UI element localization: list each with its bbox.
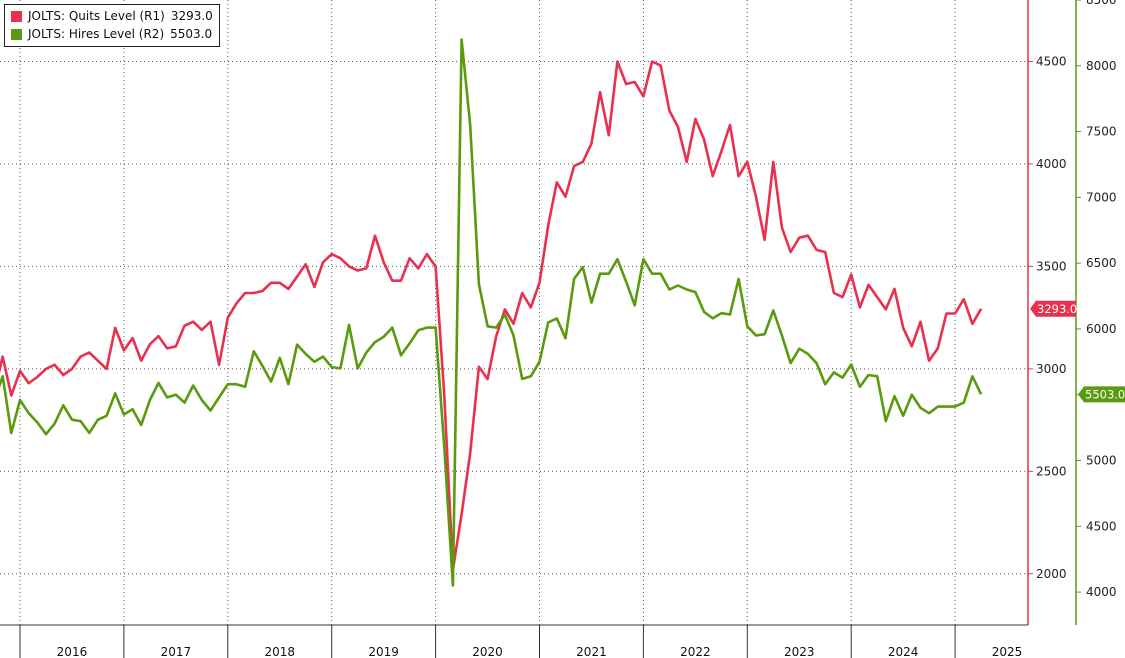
axis-r2-label-4: 6000	[1086, 322, 1117, 336]
last-value-labels: 3293.0 5503.0	[1030, 300, 1125, 403]
last-value-tag-1	[1078, 386, 1125, 403]
x-tick-label-5: 2021	[576, 645, 607, 658]
legend-entry-quits: JOLTS: Quits Level (R1) 3293.0	[11, 7, 213, 25]
legend-entry-hires: JOLTS: Hires Level (R2) 5503.0	[11, 25, 213, 43]
x-tick-label-0: 2016	[57, 645, 88, 658]
axis-r2-label-6: 7000	[1086, 190, 1117, 204]
axis-r1-label-3: 3500	[1036, 259, 1067, 273]
axis-r2-label-7: 7500	[1086, 125, 1117, 139]
axis-r1-label-1: 2500	[1036, 464, 1067, 478]
legend-value-hires: 5503.0	[170, 27, 213, 41]
axis-r2-label-8: 8000	[1086, 59, 1117, 73]
x-tick-label-7: 2023	[784, 645, 815, 658]
x-tick-label-9: 2025	[992, 645, 1023, 658]
legend-swatch-hires	[11, 28, 22, 40]
axis-r1-label-5: 4500	[1036, 54, 1067, 68]
x-tick-label-8: 2024	[888, 645, 919, 658]
axis-r1-label-4: 4000	[1036, 157, 1067, 171]
x-tick-label-1: 2017	[161, 645, 192, 658]
axis-r2-label-5: 6500	[1086, 256, 1117, 270]
x-tick-label-3: 2019	[368, 645, 399, 658]
axis-r1: 2000 2500 3000 3500 4000 4500	[1027, 0, 1067, 625]
x-tick-label-6: 2022	[680, 645, 711, 658]
axis-r2-label-0: 4000	[1086, 585, 1117, 599]
legend-label-quits: JOLTS: Quits Level (R1)	[28, 9, 165, 23]
axis-r2: 4000450050005500600065007000750080008500	[1075, 0, 1117, 625]
series-lines	[0, 38, 983, 587]
last-value-label-1: 5503.0	[1085, 387, 1125, 401]
series-line-0	[0, 60, 983, 572]
axis-r2-label-2: 5000	[1086, 454, 1117, 468]
axis-r2-label-9: 8500	[1086, 0, 1117, 7]
x-tick-label-4: 2020	[472, 645, 503, 658]
last-value-tag-0	[1030, 300, 1076, 317]
x-axis: 2016 2017 2018 2019 2020 2021 2022 2023 2024 2025	[0, 624, 1028, 658]
legend-label-hires: JOLTS: Hires Level (R2)	[28, 27, 165, 41]
legend-swatch-quits	[11, 10, 22, 22]
grid	[0, 0, 1028, 625]
last-value-label-0: 3293.0	[1037, 302, 1077, 316]
series-line-1	[0, 38, 983, 587]
legend: JOLTS: Quits Level (R1) 3293.0 JOLTS: Hi…	[4, 4, 220, 47]
axis-r2-label-1: 4500	[1086, 519, 1117, 533]
axis-r1-label-2: 3000	[1036, 362, 1067, 376]
x-tick-label-2: 2018	[264, 645, 295, 658]
axis-r1-label-0: 2000	[1036, 567, 1067, 581]
legend-value-quits: 3293.0	[170, 9, 213, 23]
